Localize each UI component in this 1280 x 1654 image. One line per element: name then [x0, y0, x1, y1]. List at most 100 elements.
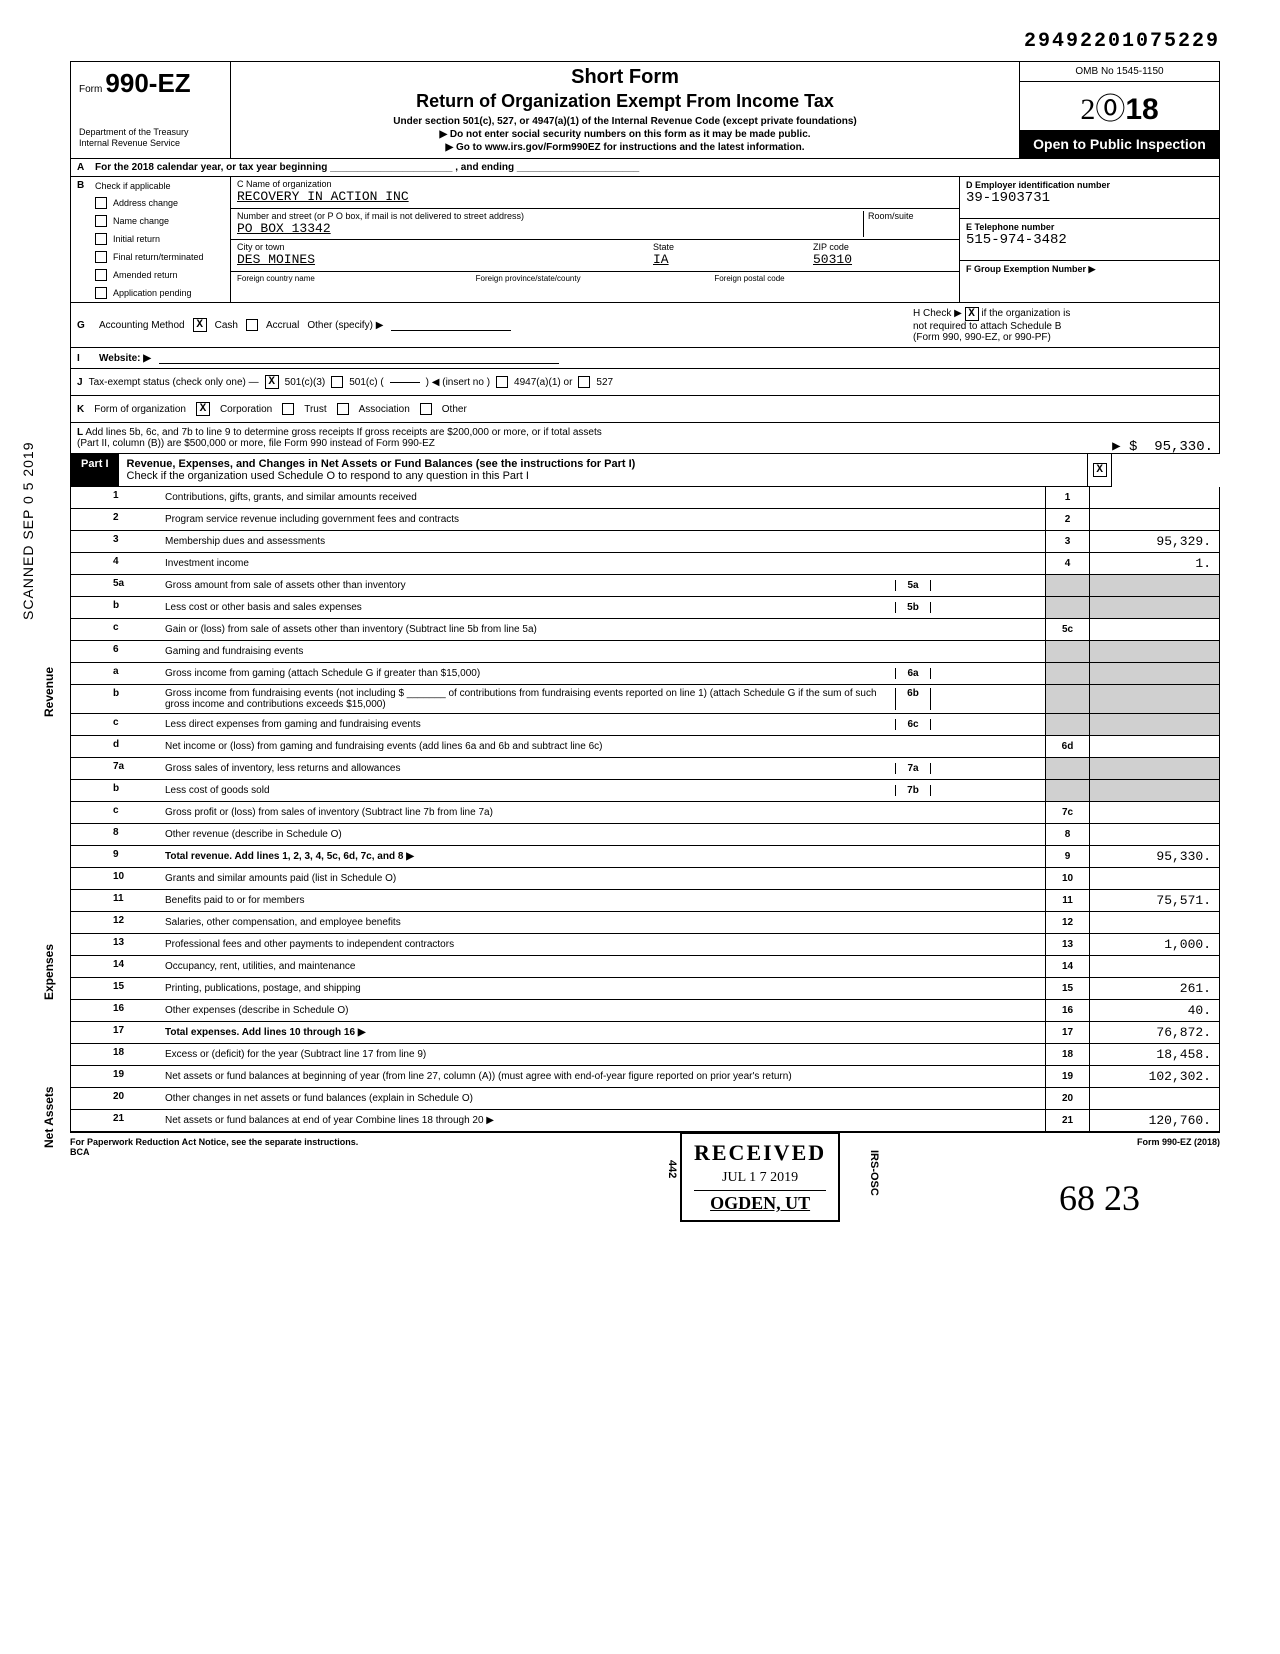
other-method-line[interactable] [391, 319, 511, 331]
line-desc: Contributions, gifts, grants, and simila… [161, 487, 1045, 508]
line-desc: Net assets or fund balances at end of ye… [161, 1110, 1045, 1131]
row-l-txt1: Add lines 5b, 6c, and 7b to line 9 to de… [85, 427, 601, 438]
line-number: 1 [107, 487, 161, 508]
cb-501c3[interactable]: X [265, 375, 279, 389]
line-amount [1089, 663, 1219, 684]
line-box [1045, 780, 1089, 801]
e-label: E Telephone number [966, 222, 1054, 232]
line-amount: 18,458. [1089, 1044, 1219, 1065]
line-amount [1089, 736, 1219, 757]
ledger-row: 16Other expenses (describe in Schedule O… [71, 1000, 1219, 1022]
line-box: 7c [1045, 802, 1089, 823]
line-desc: Printing, publications, postage, and shi… [161, 978, 1045, 999]
ledger-side [71, 487, 107, 508]
assoc-label: Association [359, 404, 410, 415]
cb-4947[interactable] [496, 376, 508, 388]
open-public: Open to Public Inspection [1020, 130, 1219, 158]
zip-value: 50310 [813, 252, 852, 267]
line-number: 11 [107, 890, 161, 911]
website-label: Website: ▶ [99, 353, 151, 364]
line-amount [1089, 912, 1219, 933]
line-amount [1089, 956, 1219, 977]
dln-number: 29492201075229 [1024, 30, 1220, 53]
row-l-amt: 95,330. [1154, 439, 1213, 455]
header-left: Form 990-EZ Department of the Treasury I… [71, 62, 231, 158]
line-number: b [107, 685, 161, 713]
cb-final-label: Final return/terminated [113, 252, 204, 262]
ledger-side [71, 890, 107, 911]
part1-xbox[interactable]: X [1087, 454, 1111, 486]
other-method-label: Other (specify) ▶ [307, 320, 383, 331]
line-box: 5c [1045, 619, 1089, 640]
line-number: 21 [107, 1110, 161, 1131]
opt-501c: 501(c) ( [349, 377, 383, 388]
header-mid: Short Form Return of Organization Exempt… [231, 62, 1019, 158]
part1-title-text: Revenue, Expenses, and Changes in Net As… [127, 458, 636, 470]
line-number: 3 [107, 531, 161, 552]
label-i: I [77, 353, 91, 364]
street-value: PO BOX 13342 [237, 221, 331, 236]
line-desc: Gross profit or (loss) from sales of inv… [161, 802, 1045, 823]
line-desc: Gross sales of inventory, less returns a… [161, 758, 1045, 779]
line-desc: Net income or (loss) from gaming and fun… [161, 736, 1045, 757]
h-txt1: if the organization is [981, 308, 1070, 319]
ledger-row: 7aGross sales of inventory, less returns… [71, 758, 1219, 780]
cb-527[interactable] [578, 376, 590, 388]
form-number: 990-EZ [105, 68, 190, 98]
line-box: 11 [1045, 890, 1089, 911]
arrow-ssn: ▶ Do not enter social security numbers o… [239, 129, 1011, 140]
title-return: Return of Organization Exempt From Incom… [239, 91, 1011, 112]
ledger-row: 20Other changes in net assets or fund ba… [71, 1088, 1219, 1110]
cb-initial[interactable] [95, 233, 107, 245]
ledger-row: cGross profit or (loss) from sales of in… [71, 802, 1219, 824]
line-box: 10 [1045, 868, 1089, 889]
cb-assoc[interactable] [337, 403, 349, 415]
line-amount: 120,760. [1089, 1110, 1219, 1131]
cb-final[interactable] [95, 251, 107, 263]
footer-bca: BCA [70, 1147, 90, 1157]
ledger-side [71, 824, 107, 845]
footer-left: For Paperwork Reduction Act Notice, see … [70, 1137, 358, 1147]
ledger-side [71, 780, 107, 801]
ledger-side [71, 714, 107, 735]
line-amount: 261. [1089, 978, 1219, 999]
opt-527: 527 [596, 377, 613, 388]
line-desc: Gaming and fundraising events [161, 641, 1045, 662]
website-line[interactable] [159, 352, 559, 364]
ledger-side [71, 846, 107, 867]
cb-amended[interactable] [95, 269, 107, 281]
line-desc: Gross amount from sale of assets other t… [161, 575, 1045, 596]
cb-cash[interactable]: X [193, 318, 207, 332]
side-netassets: Net Assets [34, 1067, 64, 1167]
cb-pending[interactable] [95, 287, 107, 299]
room-label: Room/suite [868, 211, 914, 221]
cb-name[interactable] [95, 215, 107, 227]
ledger-side [71, 1088, 107, 1109]
cb-501c[interactable] [331, 376, 343, 388]
cb-corp[interactable]: X [196, 402, 210, 416]
opt-501c3: 501(c)(3) [285, 377, 326, 388]
row-g: G Accounting Method XCash Accrual Other … [70, 303, 1220, 348]
ledger-row: 12Salaries, other compensation, and empl… [71, 912, 1219, 934]
street-label: Number and street (or P O box, if mail i… [237, 211, 524, 221]
ledger-row: 9Total revenue. Add lines 1, 2, 3, 4, 5c… [71, 846, 1219, 868]
dept-label: Department of the Treasury [79, 127, 222, 138]
line-amount: 95,329. [1089, 531, 1219, 552]
cb-h[interactable]: X [965, 307, 979, 321]
ledger-side [71, 531, 107, 552]
501c-insert[interactable] [390, 382, 420, 383]
line-desc: Other changes in net assets or fund bala… [161, 1088, 1045, 1109]
acct-method-label: Accounting Method [99, 320, 185, 331]
line-box [1045, 685, 1089, 713]
cb-accrual[interactable] [246, 319, 258, 331]
cb-trust[interactable] [282, 403, 294, 415]
cb-address[interactable] [95, 197, 107, 209]
ledger-side [71, 868, 107, 889]
line-amount: 40. [1089, 1000, 1219, 1021]
cb-initial-label: Initial return [113, 234, 160, 244]
org-name: RECOVERY IN ACTION INC [237, 189, 953, 204]
label-b: B [77, 180, 89, 191]
irs-label: Internal Revenue Service [79, 138, 222, 149]
cb-other-org[interactable] [420, 403, 432, 415]
line-box: 8 [1045, 824, 1089, 845]
